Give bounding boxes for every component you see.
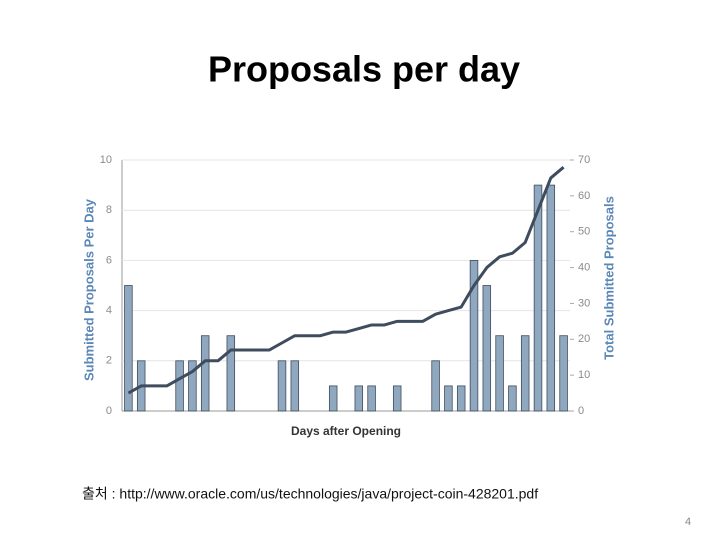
bar (482, 285, 492, 412)
bar (277, 360, 287, 412)
y2-tick-label: 20 (578, 333, 590, 345)
bar (124, 285, 133, 412)
bar (392, 385, 402, 412)
bar (444, 385, 453, 412)
bar (520, 335, 530, 412)
bar (367, 385, 376, 412)
source-note: 출처 : http://www.oracle.com/us/technologi… (82, 486, 538, 502)
y-tick-label: 0 (106, 405, 112, 417)
y-tick-label: 4 (106, 305, 112, 317)
bar (533, 184, 543, 412)
y2-tick-label: 60 (578, 190, 590, 202)
y-tick-label: 10 (100, 154, 112, 166)
y-tick-label: 6 (106, 254, 112, 266)
page-number: 4 (685, 516, 691, 528)
bar (469, 259, 479, 412)
y2-tick-label: 0 (578, 405, 584, 417)
bar (226, 335, 236, 412)
y-axis-title: Submitted Proposals Per Day (81, 198, 96, 381)
slide-title: Proposals per day (208, 49, 520, 90)
bar (328, 385, 338, 412)
bar (431, 360, 440, 412)
y2-tick-label: 10 (578, 369, 590, 381)
bar (290, 360, 300, 412)
bar (175, 360, 184, 412)
total-line (127, 166, 565, 395)
bar (188, 360, 197, 412)
bar (495, 335, 504, 412)
y2-tick-label: 70 (578, 154, 590, 166)
y2-tick-label: 50 (578, 226, 590, 238)
bar (546, 184, 556, 412)
y2-tick-label: 40 (578, 261, 590, 273)
y2-axis-title: Total Submitted Proposals (601, 196, 616, 360)
y-tick-label: 8 (106, 204, 112, 216)
y-tick-label: 2 (106, 355, 112, 367)
bar (559, 335, 568, 412)
bar (200, 335, 210, 412)
bar (456, 385, 466, 412)
bar (508, 385, 517, 412)
x-axis-title: Days after Opening (291, 424, 401, 438)
y2-tick-label: 30 (578, 297, 590, 309)
bar (354, 385, 364, 412)
